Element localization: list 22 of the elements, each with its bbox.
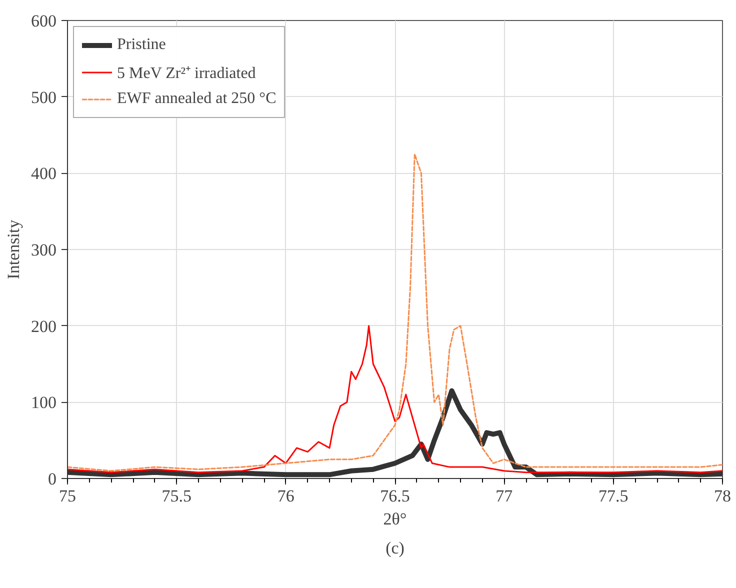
y-axis-title: Intensity: [4, 219, 23, 280]
legend-label: 5 MeV Zr²⁺ irradiated: [117, 64, 256, 83]
line-series: [68, 325, 722, 474]
x-tick-label: 75.5: [162, 486, 192, 506]
legend-label: EWF annealed at 250 °C: [117, 90, 276, 108]
y-tick-label: 300: [31, 240, 56, 260]
x-axis-title: 2θ°: [383, 510, 407, 528]
x-tick-label: 76.5: [380, 486, 410, 506]
text: (c): [386, 538, 404, 558]
x-tick-label: 75: [59, 486, 76, 506]
y-tick-label: 500: [31, 88, 56, 107]
y-tick-label: 400: [31, 164, 56, 184]
x-tick-label: 77: [496, 486, 514, 506]
y-tick-label: 100: [31, 393, 56, 412]
y-tick-label: 200: [31, 316, 56, 336]
x-tick-label: 77.5: [598, 486, 628, 506]
y-tick-label: 600: [31, 12, 56, 30]
x-tick-label: 76: [277, 486, 294, 506]
y-tick-label: 0: [48, 470, 56, 488]
legend-label: Pristine: [117, 36, 166, 54]
x-tick-label: 78: [714, 486, 731, 506]
line-series: [68, 153, 722, 472]
